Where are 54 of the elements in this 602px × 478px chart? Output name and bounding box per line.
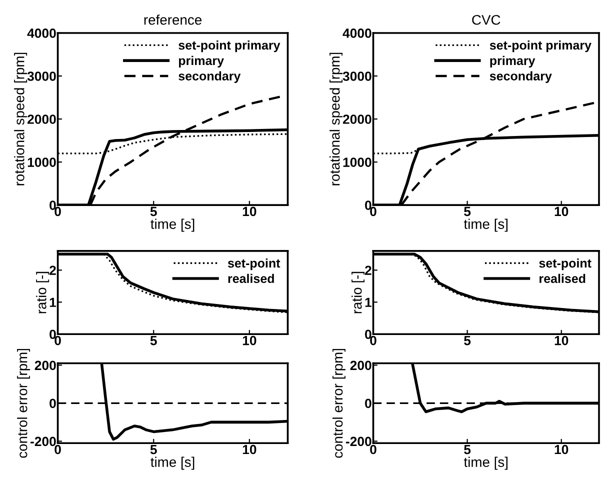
y-tick-label: 0	[50, 200, 56, 210]
y-tick-label: 2000	[28, 114, 56, 124]
y-axis-title: ratio [-]	[36, 272, 50, 314]
legend-label: set-point primary	[490, 40, 592, 52]
y-tick-label: 1	[365, 298, 372, 307]
y-axis-title: control error [rpm]	[17, 348, 30, 458]
legend-label: secondary	[490, 71, 552, 83]
y-tick-label: 0	[365, 200, 372, 210]
y-axis-title: ratio [-]	[352, 272, 365, 314]
y-axis-title: rotational speed [rpm]	[14, 52, 28, 186]
x-tick-label: 10	[242, 206, 256, 216]
y-tick-label: 3000	[27, 72, 56, 81]
x-axis-title: time [s]	[464, 456, 508, 470]
y-tick-label: 3000	[342, 72, 372, 81]
legend-label: realised	[540, 274, 586, 284]
x-tick-label: 5	[150, 444, 157, 454]
y-tick-label: -200	[30, 436, 56, 446]
legend-label: set-point	[228, 258, 280, 270]
y-tick-label: 2000	[342, 114, 372, 124]
x-tick-label: 10	[242, 444, 256, 454]
chart-title: reference	[144, 14, 202, 25]
legend-label: set-point	[539, 258, 592, 270]
x-axis-title: time [s]	[464, 218, 508, 232]
y-axis-title: rotational speed [rpm]	[330, 52, 342, 186]
legend-label: set-point primary	[178, 40, 280, 52]
y-axis-title: control error [rpm]	[332, 348, 346, 458]
y-tick-label: 4000	[342, 28, 372, 38]
x-axis-title: time [s]	[150, 456, 194, 470]
x-axis-title: time [s]	[150, 218, 194, 232]
y-tick-label: 200	[34, 360, 56, 370]
x-tick-label: 5	[464, 444, 471, 454]
y-tick-label: 1000	[343, 158, 372, 167]
y-tick-label: 2	[50, 266, 56, 275]
x-tick-label: 5	[464, 206, 471, 216]
legend-label: realised	[228, 274, 274, 284]
x-tick-label: 10	[554, 444, 568, 454]
y-tick-label: 1000	[28, 158, 56, 167]
y-tick-label: 1	[50, 298, 56, 307]
y-tick-label: 4000	[27, 28, 56, 38]
x-tick-label: 5	[150, 206, 157, 216]
y-tick-label: 2	[364, 266, 372, 275]
y-tick-label: 0	[365, 398, 372, 408]
legend-label: primary	[490, 56, 536, 68]
y-tick-label: -200	[346, 436, 372, 446]
x-tick-label: 10	[554, 336, 568, 346]
legend-label: secondary	[178, 71, 241, 83]
legend-label: primary	[178, 56, 224, 68]
x-tick-label: 5	[464, 336, 471, 346]
chart-title: CVC	[472, 14, 500, 25]
x-tick-label: 10	[554, 206, 568, 216]
x-tick-label: 5	[150, 336, 157, 346]
x-tick-label: 10	[242, 336, 256, 346]
y-tick-label: 0	[50, 398, 56, 408]
y-tick-label: 200	[350, 360, 372, 370]
